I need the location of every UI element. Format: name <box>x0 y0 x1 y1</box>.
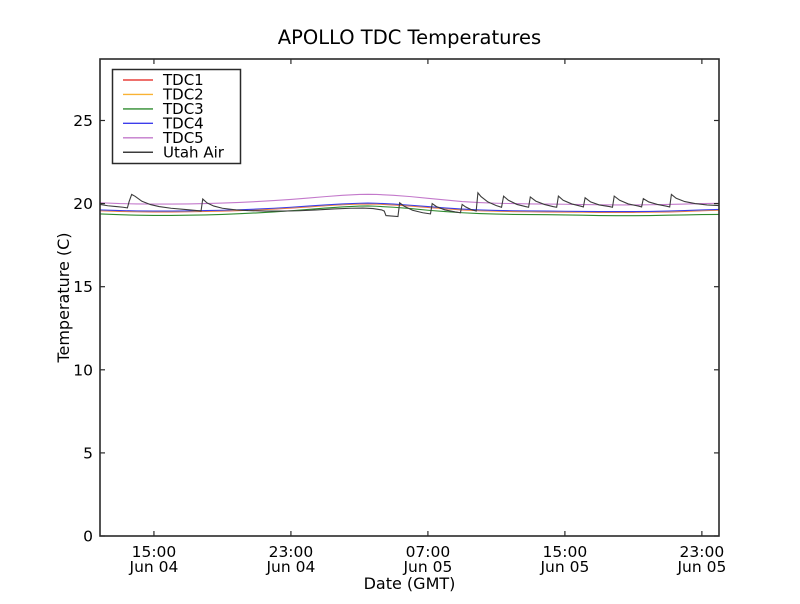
series-group <box>100 191 719 218</box>
x-tick-label-time: 15:00 <box>543 543 588 561</box>
y-tick-label: 20 <box>73 195 93 213</box>
x-tick-label-time: 23:00 <box>269 543 314 561</box>
x-tick-label-date: Jun 04 <box>265 558 315 576</box>
legend-label-tdc3: TDC3 <box>162 100 204 118</box>
x-tick-label-date: Jun 05 <box>676 558 726 576</box>
y-tick-label: 25 <box>73 112 93 130</box>
series-line-tdc3 <box>100 205 719 217</box>
legend-label-utah-air: Utah Air <box>163 143 225 161</box>
x-tick-label-date: Jun 04 <box>129 558 179 576</box>
legend-label-tdc2: TDC2 <box>162 85 204 103</box>
x-tick-label-time: 15:00 <box>132 543 177 561</box>
legend-label-tdc4: TDC4 <box>162 114 204 132</box>
y-tick-label: 10 <box>73 361 93 379</box>
x-tick-label-time: 07:00 <box>406 543 451 561</box>
y-axis-label: Temperature (C) <box>54 232 73 363</box>
legend-label-tdc1: TDC1 <box>162 71 204 89</box>
legend-box <box>111 68 242 165</box>
y-tick-label: 15 <box>73 278 93 296</box>
legend-label-tdc5: TDC5 <box>162 129 204 147</box>
axes-frame <box>99 58 720 537</box>
x-tick-label-time: 23:00 <box>680 543 725 561</box>
chart-title: APOLLO TDC Temperatures <box>278 26 541 49</box>
y-tick-label: 0 <box>83 528 93 546</box>
x-tick-label-date: Jun 05 <box>539 558 589 576</box>
y-tick-label: 5 <box>83 444 93 462</box>
x-tick-label-date: Jun 05 <box>402 558 452 576</box>
x-axis-label: Date (GMT) <box>364 574 456 593</box>
series-line-utah-air <box>100 191 719 218</box>
